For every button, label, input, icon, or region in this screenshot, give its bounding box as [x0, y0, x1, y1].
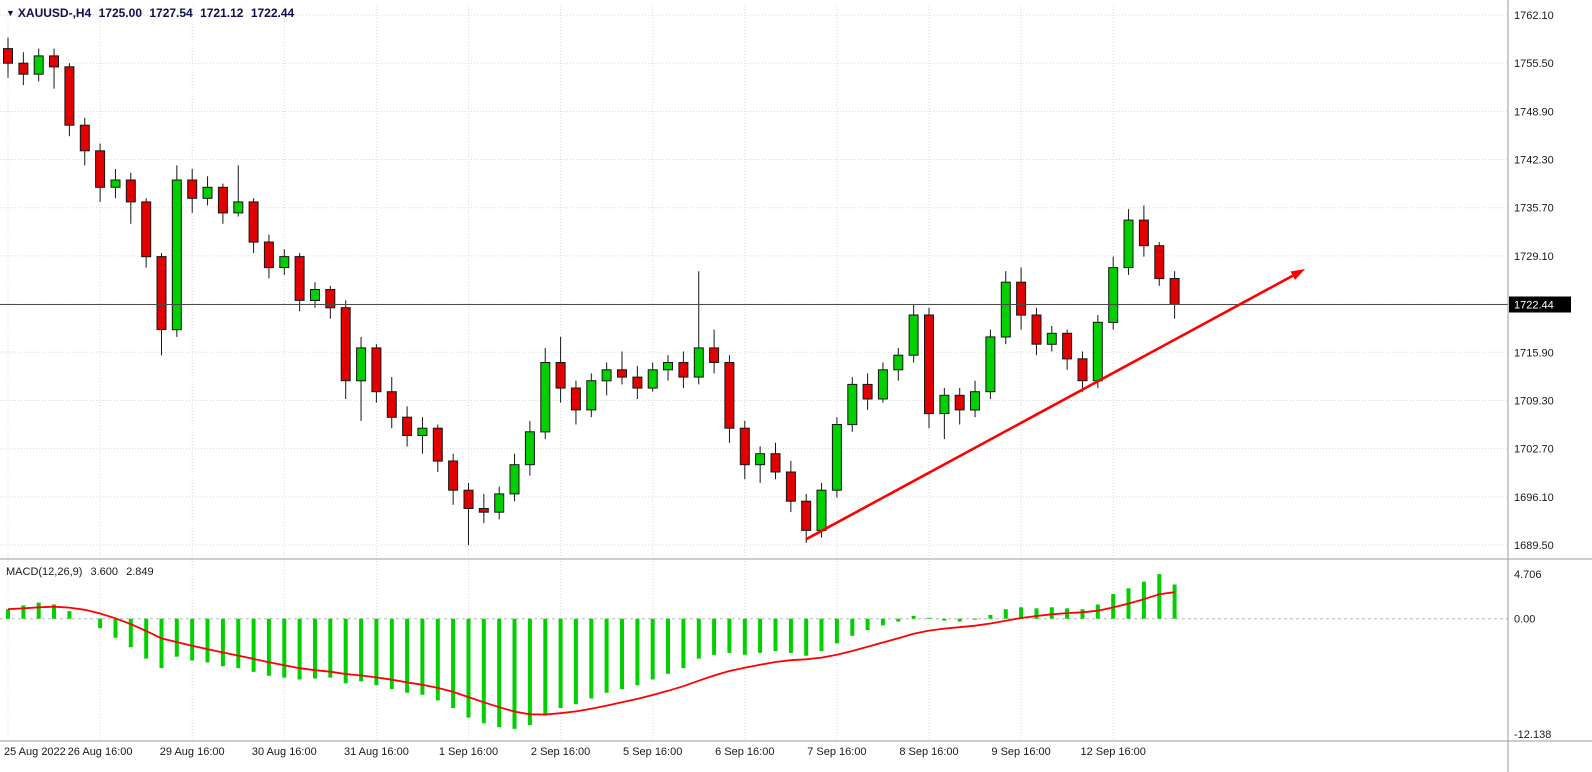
- svg-text:1709.30: 1709.30: [1514, 396, 1554, 408]
- svg-text:7 Sep 16:00: 7 Sep 16:00: [807, 746, 866, 758]
- svg-text:4.706: 4.706: [1514, 569, 1542, 581]
- time-axis[interactable]: 25 Aug 2022 26 Aug 16:00 29 Aug 16:00 30 Au…: [4, 746, 1146, 758]
- svg-text:1696.10: 1696.10: [1514, 492, 1554, 504]
- svg-text:1729.10: 1729.10: [1514, 251, 1554, 263]
- svg-text:1 Sep 16:00: 1 Sep 16:00: [439, 746, 498, 758]
- svg-text:30 Aug 16:00: 30 Aug 16:00: [252, 746, 317, 758]
- candles-layer: [3, 37, 1180, 545]
- annotation-layer[interactable]: [805, 269, 1306, 541]
- price-axis[interactable]: 1762.10 1755.50 1748.90 1742.30 1735.70 1729.…: [1514, 10, 1554, 741]
- svg-text:25 Aug 2022: 25 Aug 2022: [4, 746, 66, 758]
- svg-text:1748.90: 1748.90: [1514, 106, 1554, 118]
- svg-text:1702.70: 1702.70: [1514, 444, 1554, 456]
- svg-text:0.00: 0.00: [1514, 614, 1535, 626]
- svg-text:2 Sep 16:00: 2 Sep 16:00: [531, 746, 590, 758]
- svg-text:8 Sep 16:00: 8 Sep 16:00: [899, 746, 958, 758]
- current-price-tag: 1722.44: [1509, 296, 1571, 313]
- svg-text:5 Sep 16:00: 5 Sep 16:00: [623, 746, 682, 758]
- svg-text:1762.10: 1762.10: [1514, 10, 1554, 22]
- svg-text:12 Sep 16:00: 12 Sep 16:00: [1080, 746, 1145, 758]
- collapse-triangle-icon[interactable]: ▼: [6, 8, 15, 18]
- grid-layer: [0, 6, 1508, 741]
- svg-text:26 Aug 16:00: 26 Aug 16:00: [68, 746, 133, 758]
- svg-text:29 Aug 16:00: 29 Aug 16:00: [160, 746, 225, 758]
- svg-text:1689.50: 1689.50: [1514, 540, 1554, 552]
- svg-text:6 Sep 16:00: 6 Sep 16:00: [715, 746, 774, 758]
- svg-text:9 Sep 16:00: 9 Sep 16:00: [991, 746, 1050, 758]
- svg-text:1722.44: 1722.44: [1514, 300, 1554, 312]
- macd-histogram: [6, 574, 1177, 729]
- svg-text:31 Aug 16:00: 31 Aug 16:00: [344, 746, 409, 758]
- svg-text:1735.70: 1735.70: [1514, 203, 1554, 215]
- macd-signal-line: [7, 591, 1175, 716]
- trend-arrow-line: [805, 274, 1294, 541]
- svg-text:1715.90: 1715.90: [1514, 347, 1554, 359]
- svg-text:-12.138: -12.138: [1514, 729, 1551, 741]
- trend-arrow-head: [1290, 269, 1306, 280]
- svg-text:1755.50: 1755.50: [1514, 58, 1554, 70]
- svg-text:1742.30: 1742.30: [1514, 155, 1554, 167]
